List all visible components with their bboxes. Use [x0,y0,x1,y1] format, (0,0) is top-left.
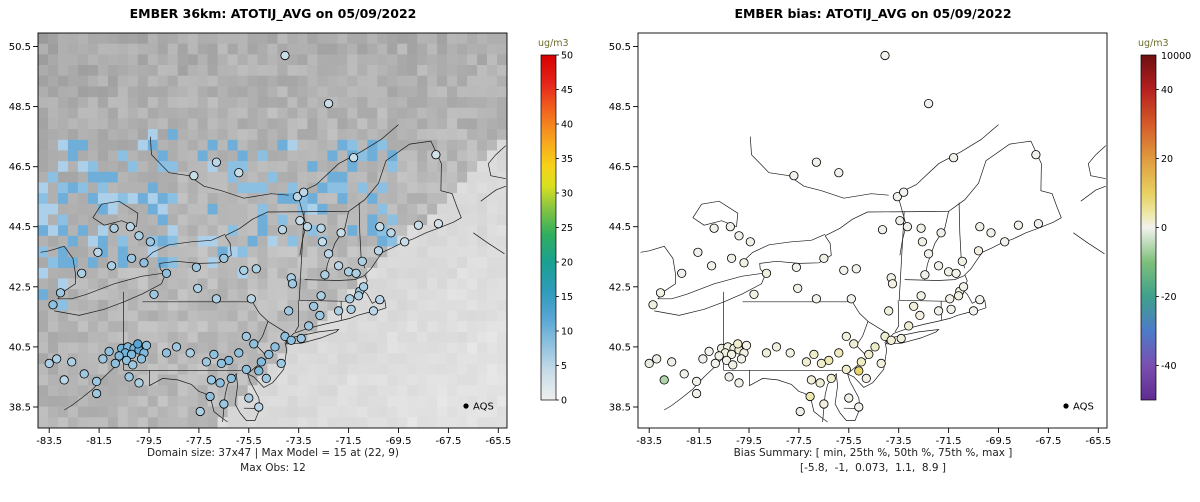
model-caption-maxobs: Max Obs: 12 [240,462,306,474]
model-caption-domain: Domain size: 37x47 | Max Model = 15 at (… [146,447,399,459]
svg-text:-81.5: -81.5 [686,436,712,447]
svg-text:-20: -20 [1161,292,1177,303]
svg-text:15: 15 [561,292,573,303]
svg-text:-73.5: -73.5 [286,436,312,447]
svg-text:50.5: 50.5 [609,42,631,53]
svg-text:ug/m3: ug/m3 [1138,38,1169,49]
svg-text:45: 45 [561,85,573,96]
panel-model: EMBER 36km: ATOTIJ_AVG on 05/09/2022 -83… [9,6,573,474]
svg-text:44.5: 44.5 [9,222,31,233]
svg-text:38.5: 38.5 [609,403,631,414]
svg-text:-71.5: -71.5 [936,436,962,447]
svg-text:-40: -40 [1161,361,1177,372]
svg-text:40.5: 40.5 [609,342,631,353]
svg-text:-77.5: -77.5 [186,436,212,447]
svg-text:5: 5 [561,361,567,372]
svg-text:-69.5: -69.5 [986,436,1012,447]
svg-text:20: 20 [561,258,573,269]
svg-text:-83.5: -83.5 [36,436,62,447]
svg-text:-73.5: -73.5 [886,436,912,447]
svg-text:-75.5: -75.5 [836,436,862,447]
svg-text:42.5: 42.5 [9,282,31,293]
model-panel-title: EMBER 36km: ATOTIJ_AVG on 05/09/2022 [129,6,417,21]
model-map-figure: -83.5 -81.5 -79.5 -77.5 -75.5 -73.5 -71.5 -69.5… [9,32,573,447]
svg-text:46.5: 46.5 [9,162,31,173]
svg-text:-67.5: -67.5 [1035,436,1061,447]
svg-text:-65.5: -65.5 [485,436,511,447]
svg-text:48.5: 48.5 [9,102,31,113]
svg-text:30: 30 [561,189,573,200]
svg-text:-75.5: -75.5 [236,436,262,447]
svg-text:-69.5: -69.5 [386,436,412,447]
svg-text:44.5: 44.5 [609,222,631,233]
svg-text:38.5: 38.5 [9,403,31,414]
svg-text:-83.5: -83.5 [636,436,662,447]
svg-text:46.5: 46.5 [609,162,631,173]
svg-text:40: 40 [1161,85,1173,96]
svg-text:50: 50 [561,51,573,62]
svg-text:AQS: AQS [1073,402,1094,413]
svg-text:-79.5: -79.5 [136,436,162,447]
svg-text:-67.5: -67.5 [435,436,461,447]
bias-panel-title: EMBER bias: ATOTIJ_AVG on 05/09/2022 [734,6,1012,21]
svg-text:0: 0 [561,396,567,407]
svg-text:42.5: 42.5 [609,282,631,293]
bias-map-figure: -83.5 -81.5 -79.5 -77.5 -75.5 -73.5 -71.5 -69.5… [609,32,1191,447]
svg-text:-77.5: -77.5 [786,436,812,447]
svg-text:25: 25 [561,223,573,234]
svg-text:-65.5: -65.5 [1085,436,1111,447]
svg-text:-71.5: -71.5 [336,436,362,447]
panel-bias: EMBER bias: ATOTIJ_AVG on 05/09/2022 -83… [600,0,1200,502]
bias-caption-summary-values: [-5.8, -1, 0.073, 1.1, 8.9 ] [800,462,946,474]
svg-text:10000: 10000 [1161,51,1191,62]
bias-caption-summary-label: Bias Summary: [ min, 25th %, 50th %, 75t… [733,447,1013,459]
svg-text:50.5: 50.5 [9,42,31,53]
svg-text:-81.5: -81.5 [86,436,112,447]
svg-text:35: 35 [561,154,573,165]
svg-text:10: 10 [561,327,573,338]
svg-text:ug/m3: ug/m3 [538,38,569,49]
svg-text:-79.5: -79.5 [736,436,762,447]
svg-text:40.5: 40.5 [9,342,31,353]
svg-text:AQS: AQS [473,402,494,413]
svg-text:40: 40 [561,120,573,131]
svg-text:0: 0 [1161,223,1167,234]
svg-text:48.5: 48.5 [609,102,631,113]
svg-text:20: 20 [1161,154,1173,165]
